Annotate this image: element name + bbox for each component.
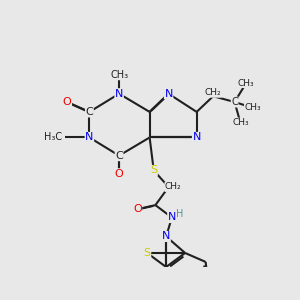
Text: C: C	[231, 97, 238, 107]
Text: N: N	[85, 133, 94, 142]
Text: O: O	[133, 204, 142, 214]
Text: CH₃: CH₃	[238, 79, 254, 88]
Text: N: N	[168, 212, 176, 223]
Text: CH₃: CH₃	[244, 103, 261, 112]
Text: CH₃: CH₃	[232, 118, 249, 127]
Text: S: S	[150, 166, 157, 176]
Text: O: O	[115, 169, 124, 179]
Text: O: O	[63, 97, 71, 107]
Text: CH₃: CH₃	[110, 70, 128, 80]
Text: C: C	[115, 151, 123, 160]
Text: H₃C: H₃C	[44, 133, 62, 142]
Text: C: C	[85, 107, 93, 117]
Text: CH₂: CH₂	[165, 182, 181, 191]
Text: CH₂: CH₂	[205, 88, 221, 97]
Text: S: S	[144, 248, 151, 258]
Text: N: N	[115, 89, 123, 99]
Text: N: N	[193, 133, 201, 142]
Text: N: N	[162, 232, 170, 242]
Text: N: N	[164, 89, 173, 99]
Text: H: H	[176, 209, 184, 219]
